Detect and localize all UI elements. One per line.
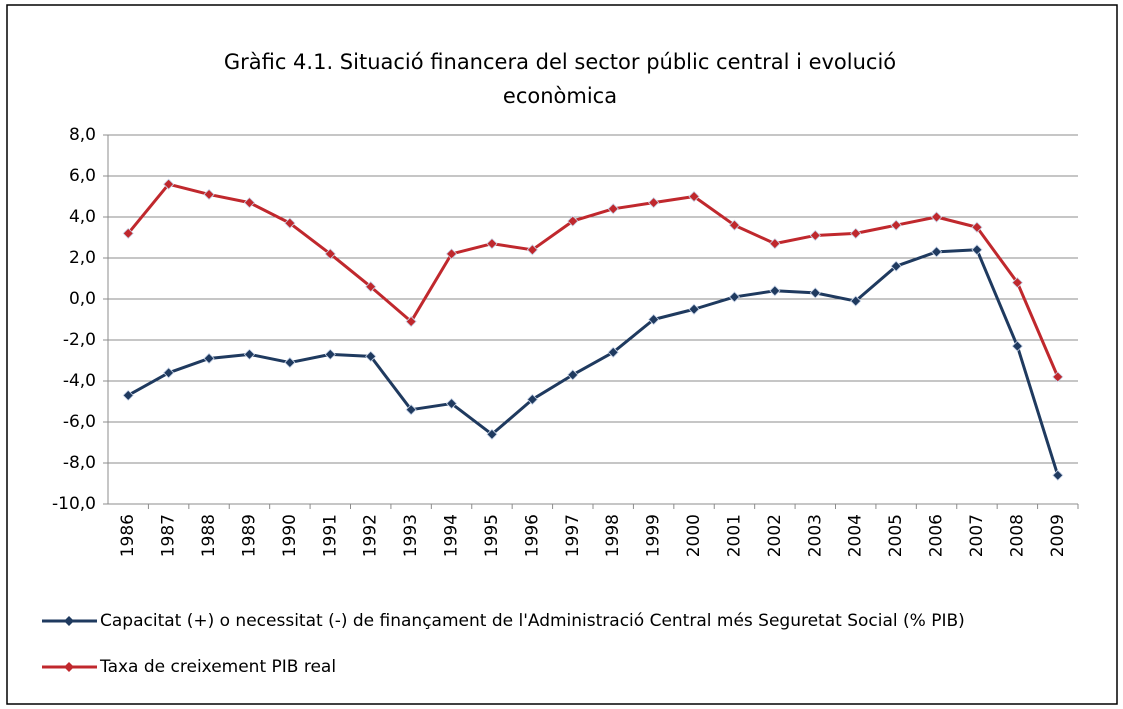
point-marker xyxy=(1052,371,1064,383)
point-marker xyxy=(688,190,700,203)
y-tick-label: -6,0 xyxy=(63,412,96,432)
series-line xyxy=(127,182,1060,378)
x-tick-label: 1994 xyxy=(442,514,462,557)
point-marker xyxy=(971,244,983,256)
point-marker xyxy=(526,244,538,256)
point-marker xyxy=(445,397,458,410)
x-tick-label: 2001 xyxy=(724,514,744,557)
y-tick-label: 8,0 xyxy=(69,125,96,145)
x-tick-label: 2006 xyxy=(927,514,947,557)
legend-label: Taxa de creixement PIB real xyxy=(99,657,336,677)
point-marker xyxy=(445,248,458,260)
point-marker xyxy=(890,219,902,231)
x-tick-label: 1986 xyxy=(118,514,138,557)
x-tick-label: 1999 xyxy=(644,514,664,557)
point-marker xyxy=(809,229,821,242)
point-marker xyxy=(163,367,175,379)
point-marker xyxy=(769,238,781,250)
x-tick-label: 1995 xyxy=(482,514,502,557)
point-marker xyxy=(405,315,417,328)
point-marker xyxy=(769,285,781,297)
point-marker xyxy=(648,313,660,326)
point-marker xyxy=(728,219,741,231)
point-marker xyxy=(365,350,377,362)
point-marker xyxy=(1011,340,1023,352)
x-tick-label: 1990 xyxy=(280,514,300,557)
point-marker xyxy=(284,356,296,369)
point-marker xyxy=(971,221,983,233)
point-marker xyxy=(203,352,215,365)
chart-title: econòmica xyxy=(503,84,617,108)
x-tick-label: 1996 xyxy=(522,514,542,557)
x-tick-label: 2008 xyxy=(1007,514,1027,557)
x-tick-label: 1989 xyxy=(239,514,259,557)
x-tick-label: 1998 xyxy=(603,514,623,557)
x-tick-label: 1988 xyxy=(199,514,219,557)
y-tick-label: 4,0 xyxy=(69,207,96,227)
point-marker xyxy=(607,203,619,215)
x-tick-label: 2000 xyxy=(684,514,704,557)
point-marker xyxy=(809,287,821,299)
point-marker xyxy=(850,227,862,239)
point-marker xyxy=(890,260,902,272)
point-marker xyxy=(728,291,741,303)
x-tick-label: 2003 xyxy=(805,514,825,557)
x-tick-label: 2002 xyxy=(765,514,785,557)
point-marker xyxy=(607,346,619,358)
point-marker xyxy=(324,348,336,360)
y-tick-label: -4,0 xyxy=(63,371,96,391)
point-marker xyxy=(243,348,256,360)
y-tick-label: -8,0 xyxy=(63,453,96,473)
chart-border xyxy=(6,4,1118,705)
point-marker xyxy=(243,197,256,209)
point-marker xyxy=(930,211,943,223)
x-tick-label: 1987 xyxy=(159,514,179,557)
x-tick-label: 2005 xyxy=(886,514,906,557)
point-marker xyxy=(688,303,700,315)
point-marker xyxy=(850,295,862,307)
point-marker xyxy=(526,393,538,406)
point-marker xyxy=(1011,277,1023,289)
point-marker xyxy=(567,215,579,227)
y-tick-label: 0,0 xyxy=(69,289,96,309)
x-tick-label: 1991 xyxy=(320,514,340,557)
point-marker xyxy=(567,369,579,381)
point-marker xyxy=(284,217,296,229)
x-tick-label: 2007 xyxy=(967,514,987,557)
point-marker xyxy=(405,404,417,416)
point-marker xyxy=(930,246,943,258)
point-marker xyxy=(122,227,134,239)
x-tick-label: 1993 xyxy=(401,514,421,557)
x-tick-label: 1997 xyxy=(563,514,583,557)
point-marker xyxy=(486,428,498,440)
y-tick-label: 6,0 xyxy=(69,166,96,186)
x-tick-label: 2004 xyxy=(846,514,866,557)
point-marker xyxy=(486,238,498,250)
y-tick-label: -10,0 xyxy=(52,494,96,514)
point-marker xyxy=(203,188,215,201)
point-marker xyxy=(1052,469,1064,481)
chart-title: Gràfic 4.1. Situació financera del secto… xyxy=(224,50,896,74)
point-marker xyxy=(163,178,175,190)
legend-label: Capacitat (+) o necessitat (-) de finanç… xyxy=(100,611,965,631)
point-marker xyxy=(324,248,336,260)
y-tick-label: -2,0 xyxy=(63,330,96,350)
point-marker xyxy=(648,197,660,209)
x-tick-label: 2009 xyxy=(1048,514,1068,557)
y-tick-label: 2,0 xyxy=(69,248,96,268)
point-marker xyxy=(365,281,377,293)
legend-marker xyxy=(64,616,74,626)
x-tick-label: 1992 xyxy=(361,514,381,557)
legend-marker xyxy=(64,662,74,672)
series-line xyxy=(127,248,1060,476)
point-marker xyxy=(122,389,134,401)
